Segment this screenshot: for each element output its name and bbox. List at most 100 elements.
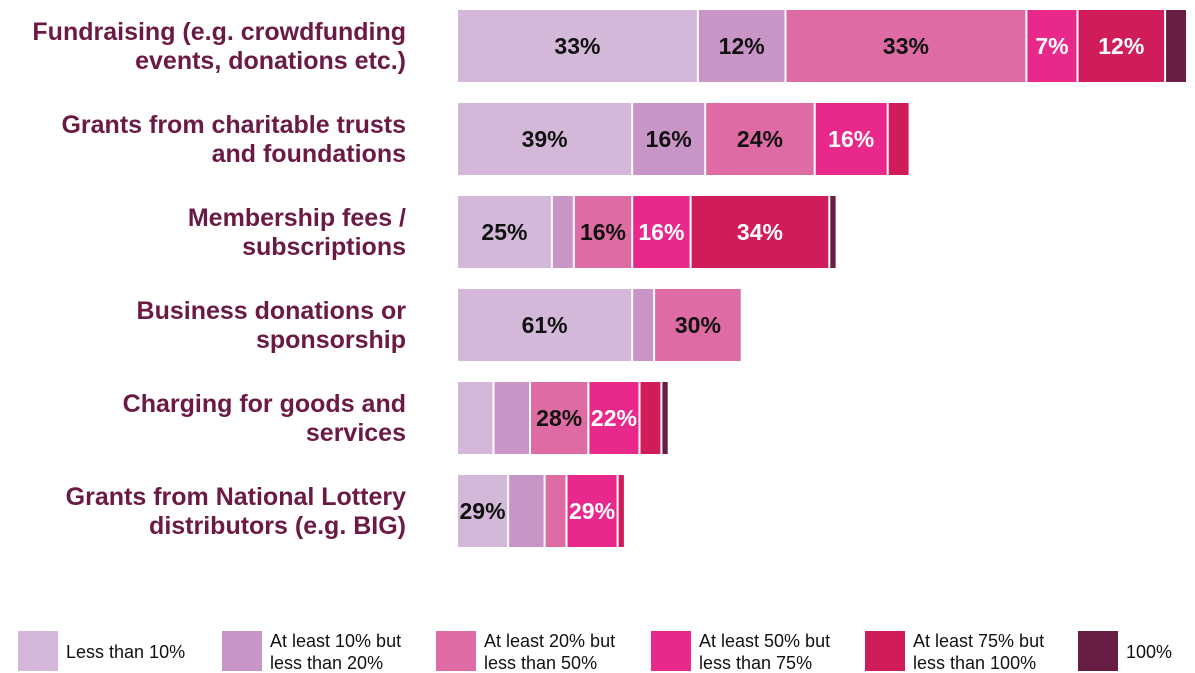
bar-segment	[633, 196, 690, 268]
legend-item: At least 10% but less than 20%	[222, 631, 401, 673]
bar-segment	[655, 289, 741, 361]
data-label: 29%	[569, 498, 615, 524]
legend-label-line: At least 20% but	[484, 631, 615, 651]
bar-segment	[458, 10, 697, 82]
data-label: 34%	[737, 219, 783, 245]
category-label-line: Charging for goods and	[123, 390, 406, 418]
category-label-line: Business donations or	[137, 297, 407, 325]
bar-segment	[574, 196, 632, 268]
bar-segment	[552, 196, 573, 268]
bar-segment	[698, 10, 785, 82]
legend-item: 100%	[1078, 631, 1172, 671]
category-label: Fundraising (e.g. crowdfunding events, do…	[32, 18, 406, 75]
bar-segment	[458, 382, 493, 454]
legend-label: At least 10% but less than 20%	[270, 631, 401, 673]
bar-segment	[633, 289, 654, 361]
legend-label-line: At least 75% but	[913, 631, 1044, 651]
bar-segment	[691, 196, 829, 268]
category-label-line: Fundraising (e.g. crowdfunding	[32, 18, 406, 46]
data-label: 39%	[522, 126, 568, 152]
legend-item: At least 75% but less than 100%	[865, 631, 1044, 673]
category-labels: Fundraising (e.g. crowdfunding events, do…	[32, 18, 406, 540]
legend-item: Less than 10%	[18, 631, 185, 671]
data-label: 33%	[554, 33, 600, 59]
legend-label-line: At least 50% but	[699, 631, 830, 651]
data-label: 25%	[481, 219, 527, 245]
legend-label: At least 75% but less than 100%	[913, 631, 1044, 673]
legend-label-line: less than 100%	[913, 653, 1036, 673]
bar-segment	[458, 475, 508, 547]
category-label-line: subscriptions	[242, 233, 406, 261]
bar-segment	[458, 103, 632, 175]
data-label: 33%	[883, 33, 929, 59]
category-label: Grants from charitable trusts and foundat…	[61, 111, 406, 168]
data-label: 61%	[522, 312, 568, 338]
category-label-line: Grants from National Lottery	[66, 483, 406, 511]
bar-segment	[494, 382, 529, 454]
legend-swatch	[222, 631, 262, 671]
legend-swatch	[865, 631, 905, 671]
data-label: 28%	[536, 405, 582, 431]
legend-label: 100%	[1126, 642, 1172, 662]
legend-label-line: less than 75%	[699, 653, 812, 673]
bars: 33% 12% 33% 7% 12% 39% 16% 24% 16% 25% 16% 16% 34% 61…	[458, 10, 1186, 547]
legend-label-line: Less than 10%	[66, 642, 185, 662]
bar-segment	[830, 196, 836, 268]
data-label: 16%	[580, 219, 626, 245]
legend-label-line: 100%	[1126, 642, 1172, 662]
category-label-line: events, donations etc.)	[135, 47, 406, 75]
data-label: 16%	[828, 126, 874, 152]
bar-segment	[458, 289, 632, 361]
bar-segment	[545, 475, 566, 547]
legend-label: At least 20% but less than 50%	[484, 631, 615, 673]
category-label-line: Membership fees /	[188, 204, 406, 232]
bar-segment	[567, 475, 617, 547]
legend-label-line: less than 20%	[270, 653, 383, 673]
bar-segment	[618, 475, 624, 547]
legend-swatch	[436, 631, 476, 671]
category-label-line: sponsorship	[256, 326, 406, 354]
bar-segment	[509, 475, 544, 547]
bar-segment	[531, 382, 588, 454]
category-label-line: and foundations	[212, 140, 406, 168]
bar-segment	[1166, 10, 1186, 82]
bar-segment	[640, 382, 661, 454]
bar-segment	[1078, 10, 1165, 82]
legend: Less than 10% At least 10% but less than 2…	[18, 631, 1172, 673]
bar-segment	[662, 382, 668, 454]
data-label: 12%	[719, 33, 765, 59]
category-label-line: services	[306, 419, 406, 447]
category-label-line: Grants from charitable trusts	[61, 111, 406, 139]
data-label: 16%	[638, 219, 684, 245]
bar-segment	[888, 103, 909, 175]
bar-segment	[815, 103, 887, 175]
data-label: 7%	[1035, 33, 1068, 59]
data-label: 12%	[1098, 33, 1144, 59]
category-label: Grants from National Lottery distributors…	[66, 483, 406, 540]
category-label: Membership fees / subscriptions	[188, 204, 406, 261]
bar-segment	[786, 10, 1026, 82]
legend-item: At least 50% but less than 75%	[651, 631, 830, 673]
bar-segment	[1027, 10, 1077, 82]
bar-segment	[706, 103, 814, 175]
legend-item: At least 20% but less than 50%	[436, 631, 615, 673]
data-label: 22%	[591, 405, 637, 431]
legend-label: At least 50% but less than 75%	[699, 631, 830, 673]
data-label: 24%	[737, 126, 783, 152]
data-label: 30%	[675, 312, 721, 338]
legend-swatch	[651, 631, 691, 671]
bar-segment	[458, 196, 551, 268]
legend-label-line: less than 50%	[484, 653, 597, 673]
legend-swatch	[18, 631, 58, 671]
legend-label: Less than 10%	[66, 642, 185, 662]
legend-label-line: At least 10% but	[270, 631, 401, 651]
bar-segment	[633, 103, 705, 175]
data-label: 16%	[646, 126, 692, 152]
category-label: Charging for goods and services	[123, 390, 406, 447]
data-label: 29%	[460, 498, 506, 524]
legend-swatch	[1078, 631, 1118, 671]
category-label-line: distributors (e.g. BIG)	[149, 512, 406, 540]
bar-segment	[589, 382, 639, 454]
category-label: Business donations or sponsorship	[137, 297, 407, 354]
